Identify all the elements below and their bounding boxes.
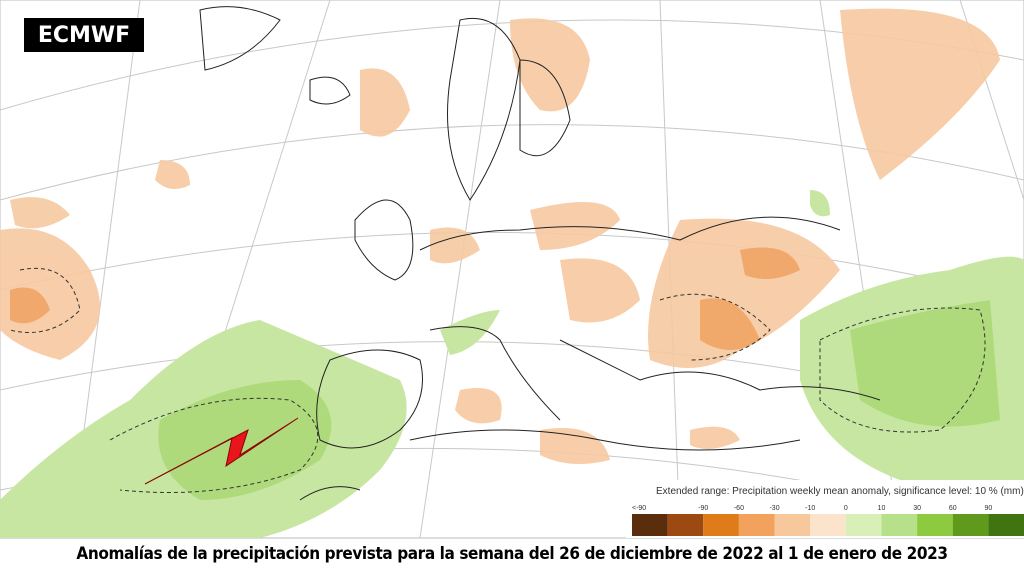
legend-title: Extended range: Precipitation weekly mea… [656,486,1024,497]
very-dry-areas [10,247,800,350]
legend-label: -30 [769,505,779,512]
map [0,0,1024,539]
dry-areas [0,8,1000,464]
legend-swatch [667,514,704,536]
legend-label: -90 [698,505,708,512]
legend-label: 60 [949,505,957,512]
legend: Extended range: Precipitation weekly mea… [626,480,1024,538]
legend-swatch [738,514,775,536]
legend-swatch [810,514,846,536]
legend-swatch [632,514,668,536]
legend-swatch [952,514,989,536]
legend-label: 30 [913,505,921,512]
legend-label: 0 [844,505,848,512]
legend-swatch [881,514,918,536]
legend-label: 90 [984,505,992,512]
legend-swatch [774,514,811,536]
legend-label: <-90 [632,505,646,512]
logo: ECMWF [24,18,144,52]
legend-scale: <-90 -90 -60 -30 -10 0 10 30 60 90 [632,505,1024,536]
legend-swatch [703,514,739,536]
legend-label: -10 [805,505,815,512]
coastlines [199,6,881,501]
logo-text: ECMWF [37,22,131,48]
legend-swatch [845,514,882,536]
legend-label: -60 [734,505,744,512]
pointer-arrow [144,417,299,485]
legend-label: 10 [878,505,886,512]
legend-swatch [917,514,953,536]
legend-swatch [988,514,1024,536]
significance-contours [9,267,986,493]
caption: Anomalías de la precipitación prevista p… [76,544,948,564]
